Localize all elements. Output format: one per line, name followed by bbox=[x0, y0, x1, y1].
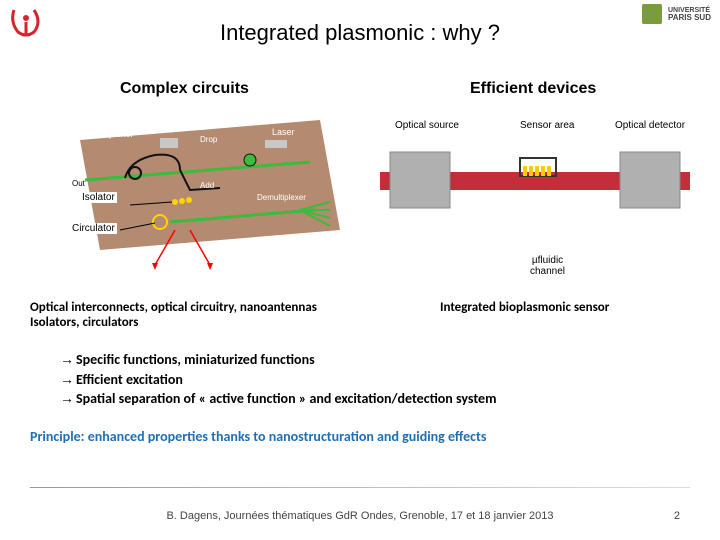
complex-circuits-diagram: Add-Drop Multiplexer Detector Drop Laser… bbox=[60, 110, 340, 250]
page-number: 2 bbox=[674, 510, 680, 522]
sensor-area-label: Sensor area bbox=[520, 120, 574, 131]
caption-left: Optical interconnects, optical circuitry… bbox=[30, 300, 390, 330]
footer-divider bbox=[30, 487, 690, 488]
svg-text:Multiplexer: Multiplexer bbox=[90, 129, 134, 139]
caption-left-line2: Isolators, circulators bbox=[30, 315, 390, 330]
subtitle-complex-circuits: Complex circuits bbox=[120, 80, 249, 98]
svg-text:Drop: Drop bbox=[200, 135, 218, 144]
bullet-2: →Efficient excitation bbox=[60, 370, 496, 390]
microfluidic-label: µfluidic channel bbox=[530, 255, 565, 277]
subtitle-efficient-devices: Efficient devices bbox=[470, 80, 596, 98]
isolator-label: Isolator bbox=[80, 192, 117, 203]
svg-text:Add: Add bbox=[200, 181, 214, 190]
footer-text: B. Dagens, Journées thématiques GdR Onde… bbox=[0, 510, 720, 522]
svg-text:Demultiplexer: Demultiplexer bbox=[257, 193, 306, 202]
bullet-1: →Specific functions, miniaturized functi… bbox=[60, 350, 496, 370]
efficient-devices-diagram: Optical source Sensor area Optical detec… bbox=[380, 140, 690, 250]
bullet-list: →Specific functions, miniaturized functi… bbox=[60, 350, 496, 409]
optical-detector-label: Optical detector bbox=[615, 120, 685, 131]
page-title: Integrated plasmonic : why ? bbox=[0, 20, 720, 46]
optical-source-label: Optical source bbox=[395, 120, 459, 131]
caption-right: Integrated bioplasmonic sensor bbox=[440, 300, 609, 315]
principle-text: Principle: enhanced properties thanks to… bbox=[30, 428, 486, 445]
bullet-3: →Spatial separation of « active function… bbox=[60, 389, 496, 409]
svg-text:Detector: Detector bbox=[172, 122, 206, 132]
svg-text:Out: Out bbox=[72, 179, 86, 188]
svg-text:Laser: Laser bbox=[272, 127, 295, 137]
caption-left-line1: Optical interconnects, optical circuitry… bbox=[30, 300, 390, 315]
